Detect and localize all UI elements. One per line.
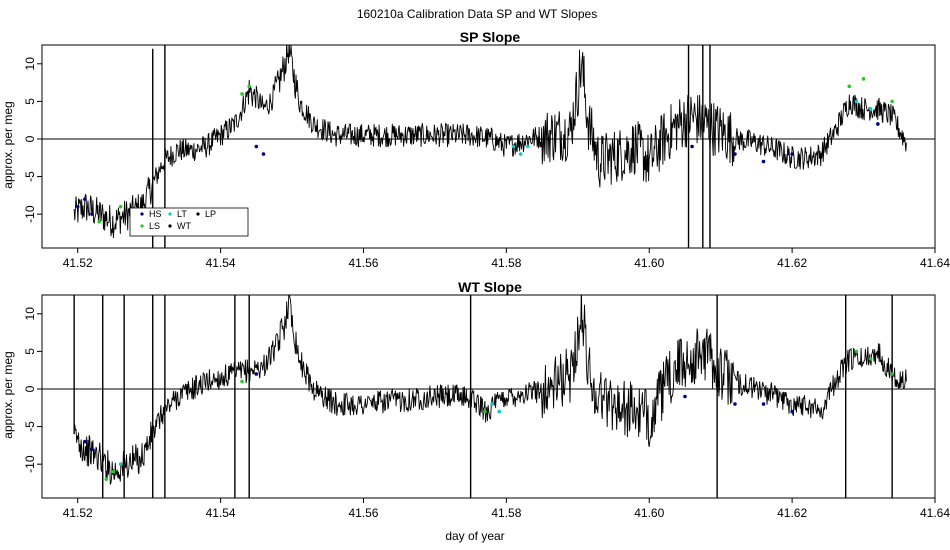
point-lt — [525, 144, 530, 149]
y-tick-label: 0 — [23, 135, 37, 142]
x-tick-label: 41.62 — [777, 506, 807, 520]
point-hs — [90, 212, 94, 216]
point-hs — [254, 372, 259, 376]
point-hs — [761, 402, 766, 406]
x-tick-label: 41.54 — [206, 256, 236, 270]
y-tick-label: 10 — [23, 307, 37, 321]
x-tick-label: 41.60 — [634, 256, 664, 270]
legend-marker-hs — [140, 212, 144, 216]
legend-marker-lt — [168, 212, 172, 216]
wt-slope-panel: WT Slope approx. per meg -10 -5 0 5 10 41.52 4… — [1, 279, 950, 520]
plot-frame — [41, 44, 936, 249]
point-lt — [118, 462, 123, 466]
y-tick-label: -5 — [23, 171, 37, 182]
point-hs — [876, 122, 880, 126]
series-line-wt — [73, 45, 907, 239]
legend-marker-lp — [196, 212, 200, 216]
point-ls — [97, 219, 101, 224]
point-ls — [104, 477, 109, 482]
point-hs — [761, 159, 766, 164]
x-tick-label: 41.52 — [63, 256, 93, 270]
x-tick-label: 41.60 — [634, 506, 664, 520]
legend-label-ls: LS — [149, 221, 160, 231]
x-tick-label: 41.58 — [491, 256, 521, 270]
point-hs — [254, 144, 259, 149]
legend-marker-wt — [168, 224, 172, 228]
sp-slope-title: SP Slope — [460, 29, 521, 45]
point-ls — [890, 99, 894, 104]
point-ls — [247, 84, 251, 89]
y-tick-label: 5 — [23, 348, 37, 355]
point-hs — [733, 402, 737, 406]
legend-label-lt: LT — [177, 209, 187, 219]
x-tick-label: 41.56 — [348, 256, 378, 270]
y-tick-label: -10 — [23, 455, 37, 473]
point-ls — [240, 92, 244, 96]
point-ls — [111, 469, 116, 474]
point-ls — [890, 372, 894, 376]
sp-slope-ylabel: approx. per meg — [1, 101, 15, 188]
point-ls — [240, 379, 244, 384]
point-lt — [497, 409, 502, 414]
point-hs — [690, 144, 694, 149]
x-tick-label: 41.64 — [920, 256, 950, 270]
point-ls — [861, 77, 866, 81]
point-hs — [261, 152, 266, 156]
series-line-wt — [73, 295, 907, 485]
point-lt — [511, 144, 516, 149]
point-lt — [518, 152, 523, 156]
x-tick-label: 41.58 — [491, 506, 521, 520]
y-tick-label: -10 — [23, 205, 37, 223]
point-lt — [490, 402, 494, 406]
legend: HS LT LP LS WT — [129, 207, 249, 237]
legend-box — [129, 207, 249, 237]
point-hs — [75, 204, 80, 209]
point-hs — [90, 447, 94, 451]
x-tick-label: 41.54 — [206, 506, 236, 520]
point-hs — [733, 152, 737, 156]
legend-marker-ls — [140, 224, 144, 228]
x-tick-label: 41.52 — [63, 506, 93, 520]
x-tick-label: 41.62 — [777, 256, 807, 270]
legend-label-lp: LP — [205, 209, 216, 219]
y-tick-label: 0 — [23, 385, 37, 392]
y-tick-label: -5 — [23, 421, 37, 432]
point-hs — [83, 197, 87, 201]
point-lt — [868, 107, 873, 111]
y-tick-label: 10 — [23, 57, 37, 71]
point-ls — [854, 349, 859, 354]
point-ls — [118, 204, 123, 209]
point-ls — [483, 409, 487, 414]
wt-slope-title: WT Slope — [458, 279, 522, 295]
point-hs — [790, 409, 794, 414]
x-tick-label: 41.64 — [920, 506, 950, 520]
legend-label-wt: WT — [177, 221, 191, 231]
point-ls — [847, 84, 852, 89]
point-hs — [83, 439, 87, 444]
legend-label-hs: HS — [149, 209, 162, 219]
plot-frame — [41, 294, 936, 499]
point-ls — [868, 357, 873, 361]
y-tick-label: 5 — [23, 98, 37, 105]
point-hs — [790, 152, 794, 156]
wt-slope-ylabel: approx. per meg — [1, 351, 15, 438]
x-tick-label: 41.56 — [348, 506, 378, 520]
x-axis-label: day of year — [445, 529, 504, 543]
figure-suptitle: 160210a Calibration Data SP and WT Slope… — [357, 7, 597, 21]
point-lt — [854, 99, 859, 104]
sp-slope-panel: SP Slope approx. per meg -10 -5 0 5 10 41.52 4… — [1, 29, 950, 270]
point-hs — [683, 394, 687, 399]
